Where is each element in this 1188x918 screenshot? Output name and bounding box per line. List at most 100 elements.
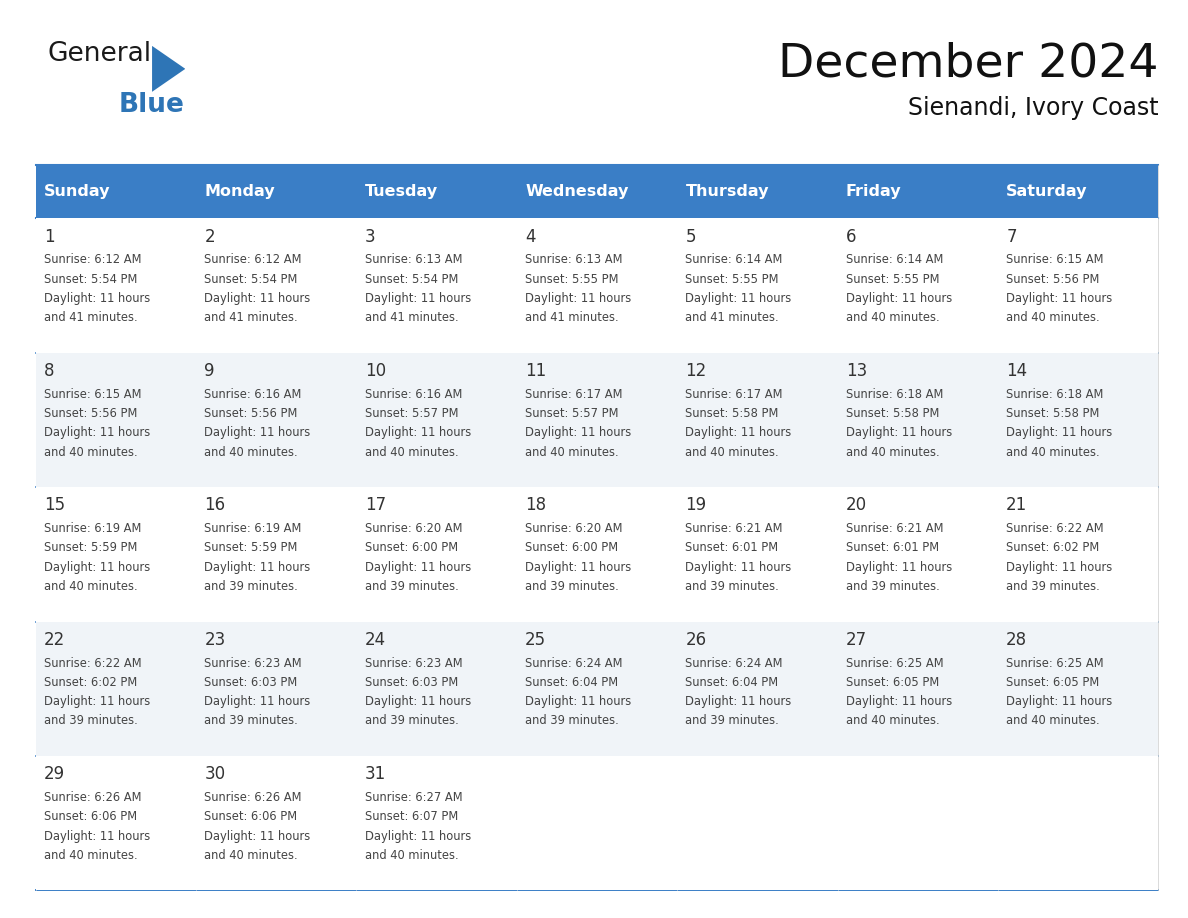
Text: 19: 19 (685, 497, 707, 514)
Text: 13: 13 (846, 362, 867, 380)
Text: Daylight: 11 hours: Daylight: 11 hours (685, 292, 791, 305)
Text: and 40 minutes.: and 40 minutes. (846, 714, 940, 727)
Text: Daylight: 11 hours: Daylight: 11 hours (1006, 695, 1112, 708)
Text: Sunrise: 6:14 AM: Sunrise: 6:14 AM (846, 253, 943, 266)
Text: 10: 10 (365, 362, 386, 380)
Text: Sunset: 5:55 PM: Sunset: 5:55 PM (685, 273, 779, 285)
Text: Tuesday: Tuesday (365, 185, 438, 199)
Text: Daylight: 11 hours: Daylight: 11 hours (44, 561, 150, 574)
Text: Sunrise: 6:26 AM: Sunrise: 6:26 AM (204, 791, 302, 804)
Text: Sunset: 6:06 PM: Sunset: 6:06 PM (204, 811, 297, 823)
Text: Daylight: 11 hours: Daylight: 11 hours (204, 695, 310, 708)
Text: Sunrise: 6:19 AM: Sunrise: 6:19 AM (204, 522, 302, 535)
Text: and 41 minutes.: and 41 minutes. (204, 311, 298, 324)
Text: Sunrise: 6:27 AM: Sunrise: 6:27 AM (365, 791, 462, 804)
Text: Daylight: 11 hours: Daylight: 11 hours (365, 292, 470, 305)
Text: Daylight: 11 hours: Daylight: 11 hours (365, 830, 470, 843)
Text: and 40 minutes.: and 40 minutes. (1006, 714, 1100, 727)
Text: Daylight: 11 hours: Daylight: 11 hours (1006, 292, 1112, 305)
Text: Sunrise: 6:17 AM: Sunrise: 6:17 AM (525, 387, 623, 401)
Text: General: General (48, 41, 152, 67)
Text: Sunrise: 6:12 AM: Sunrise: 6:12 AM (44, 253, 141, 266)
Text: and 39 minutes.: and 39 minutes. (204, 714, 298, 727)
Text: Daylight: 11 hours: Daylight: 11 hours (204, 426, 310, 440)
Text: and 40 minutes.: and 40 minutes. (685, 445, 779, 459)
Text: Blue: Blue (119, 92, 184, 118)
Text: 14: 14 (1006, 362, 1028, 380)
Text: Sunrise: 6:26 AM: Sunrise: 6:26 AM (44, 791, 141, 804)
Text: Sunset: 6:06 PM: Sunset: 6:06 PM (44, 811, 137, 823)
Text: and 41 minutes.: and 41 minutes. (525, 311, 619, 324)
Text: 16: 16 (204, 497, 226, 514)
Text: Sunrise: 6:23 AM: Sunrise: 6:23 AM (365, 656, 462, 669)
Text: 4: 4 (525, 228, 536, 246)
Text: Sunset: 6:01 PM: Sunset: 6:01 PM (685, 542, 778, 554)
Text: 27: 27 (846, 631, 867, 649)
Text: and 40 minutes.: and 40 minutes. (365, 445, 459, 459)
Text: Sunset: 5:56 PM: Sunset: 5:56 PM (44, 407, 138, 420)
Text: 28: 28 (1006, 631, 1028, 649)
Text: and 39 minutes.: and 39 minutes. (44, 714, 138, 727)
Text: 6: 6 (846, 228, 857, 246)
Text: 7: 7 (1006, 228, 1017, 246)
Text: 30: 30 (204, 766, 226, 783)
Text: Wednesday: Wednesday (525, 185, 628, 199)
Text: Friday: Friday (846, 185, 902, 199)
Text: and 39 minutes.: and 39 minutes. (525, 714, 619, 727)
Text: Sunset: 5:58 PM: Sunset: 5:58 PM (846, 407, 940, 420)
Text: Daylight: 11 hours: Daylight: 11 hours (1006, 561, 1112, 574)
Text: Sunrise: 6:21 AM: Sunrise: 6:21 AM (685, 522, 783, 535)
Text: and 39 minutes.: and 39 minutes. (685, 580, 779, 593)
Text: Daylight: 11 hours: Daylight: 11 hours (204, 830, 310, 843)
Text: 12: 12 (685, 362, 707, 380)
Text: and 39 minutes.: and 39 minutes. (525, 580, 619, 593)
Text: Daylight: 11 hours: Daylight: 11 hours (525, 426, 631, 440)
Text: and 40 minutes.: and 40 minutes. (1006, 311, 1100, 324)
Text: Sunset: 6:00 PM: Sunset: 6:00 PM (365, 542, 457, 554)
Text: Sunset: 5:59 PM: Sunset: 5:59 PM (204, 542, 298, 554)
Text: 17: 17 (365, 497, 386, 514)
Text: 3: 3 (365, 228, 375, 246)
Text: Sunrise: 6:18 AM: Sunrise: 6:18 AM (846, 387, 943, 401)
Text: Sunrise: 6:18 AM: Sunrise: 6:18 AM (1006, 387, 1104, 401)
Text: and 39 minutes.: and 39 minutes. (365, 714, 459, 727)
Text: Daylight: 11 hours: Daylight: 11 hours (44, 695, 150, 708)
Text: Sunset: 5:58 PM: Sunset: 5:58 PM (685, 407, 779, 420)
Text: Sunset: 5:59 PM: Sunset: 5:59 PM (44, 542, 138, 554)
Text: 24: 24 (365, 631, 386, 649)
Text: Sunset: 5:55 PM: Sunset: 5:55 PM (525, 273, 619, 285)
Text: Sunset: 6:01 PM: Sunset: 6:01 PM (846, 542, 939, 554)
Text: and 40 minutes.: and 40 minutes. (204, 849, 298, 862)
Text: Sunrise: 6:24 AM: Sunrise: 6:24 AM (525, 656, 623, 669)
Text: Sunrise: 6:22 AM: Sunrise: 6:22 AM (44, 656, 141, 669)
Text: 15: 15 (44, 497, 65, 514)
Text: Daylight: 11 hours: Daylight: 11 hours (365, 426, 470, 440)
Text: Sunset: 5:54 PM: Sunset: 5:54 PM (204, 273, 298, 285)
Text: Sunrise: 6:13 AM: Sunrise: 6:13 AM (525, 253, 623, 266)
Text: Thursday: Thursday (685, 185, 769, 199)
Text: and 40 minutes.: and 40 minutes. (525, 445, 619, 459)
Text: Sunrise: 6:25 AM: Sunrise: 6:25 AM (1006, 656, 1104, 669)
Text: 18: 18 (525, 497, 546, 514)
Text: Sunset: 5:54 PM: Sunset: 5:54 PM (365, 273, 459, 285)
Text: Sunrise: 6:20 AM: Sunrise: 6:20 AM (525, 522, 623, 535)
Text: Daylight: 11 hours: Daylight: 11 hours (846, 426, 952, 440)
Text: Sunrise: 6:21 AM: Sunrise: 6:21 AM (846, 522, 943, 535)
Text: December 2024: December 2024 (778, 41, 1158, 86)
Text: 21: 21 (1006, 497, 1028, 514)
Text: Daylight: 11 hours: Daylight: 11 hours (204, 561, 310, 574)
Text: Daylight: 11 hours: Daylight: 11 hours (44, 830, 150, 843)
Text: Daylight: 11 hours: Daylight: 11 hours (685, 561, 791, 574)
Text: Sunrise: 6:15 AM: Sunrise: 6:15 AM (44, 387, 141, 401)
Text: Sunrise: 6:12 AM: Sunrise: 6:12 AM (204, 253, 302, 266)
Text: Daylight: 11 hours: Daylight: 11 hours (44, 426, 150, 440)
Text: 25: 25 (525, 631, 546, 649)
Text: and 39 minutes.: and 39 minutes. (685, 714, 779, 727)
Text: Sunrise: 6:20 AM: Sunrise: 6:20 AM (365, 522, 462, 535)
Text: Daylight: 11 hours: Daylight: 11 hours (525, 292, 631, 305)
Text: Sunrise: 6:25 AM: Sunrise: 6:25 AM (846, 656, 943, 669)
Text: Sunset: 5:54 PM: Sunset: 5:54 PM (44, 273, 138, 285)
Text: 2: 2 (204, 228, 215, 246)
Text: Sunset: 5:58 PM: Sunset: 5:58 PM (1006, 407, 1100, 420)
Text: 8: 8 (44, 362, 55, 380)
